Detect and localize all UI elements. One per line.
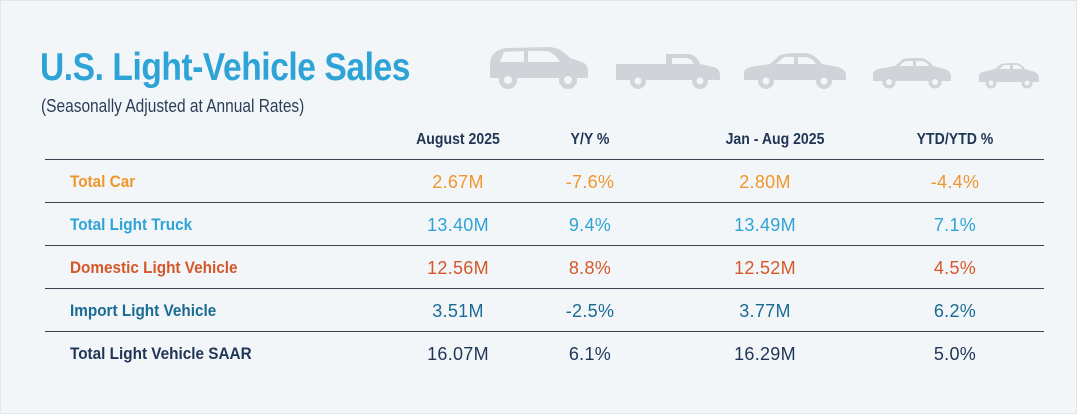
cell-august-2025: 13.40M [427, 215, 489, 235]
row-label: Total Light Vehicle SAAR [70, 344, 252, 363]
column-header-august-2025: August 2025 [416, 131, 500, 148]
table-rule [45, 245, 1044, 246]
cell-ytd-percent: 6.2% [933, 301, 977, 321]
cell-jan-aug-2025: 12.52M [734, 258, 796, 278]
compact-car-icon [871, 57, 953, 89]
cell-yy-percent: 9.4% [568, 215, 612, 235]
row-label: Import Light Vehicle [70, 301, 217, 320]
cell-yy-percent: 8.8% [568, 258, 612, 278]
cell-yy-percent: 6.1% [568, 344, 612, 364]
row-label: Domestic Light Vehicle [70, 258, 238, 277]
cell-jan-aug-2025: 13.49M [734, 215, 796, 235]
table-row-total-light-truck: Total Light Truck 13.40M 9.4% 13.49M 7.1… [45, 204, 1044, 246]
table-row-import-light-vehicle: Import Light Vehicle 3.51M -2.5% 3.77M 6… [45, 290, 1044, 332]
table-rule [45, 202, 1044, 203]
cell-ytd-percent: -4.4% [930, 172, 980, 192]
cell-august-2025: 3.51M [432, 301, 484, 321]
table-row-total-light-vehicle-saar: Total Light Vehicle SAAR 16.07M 6.1% 16.… [45, 333, 1044, 375]
cell-jan-aug-2025: 2.80M [739, 172, 791, 192]
table-rule [45, 288, 1044, 289]
cell-yy-percent: -7.6% [565, 172, 615, 192]
cell-august-2025: 12.56M [427, 258, 489, 278]
cell-jan-aug-2025: 16.29M [734, 344, 796, 364]
cell-yy-percent: -2.5% [565, 301, 615, 321]
sedan-icon [742, 52, 848, 90]
cell-august-2025: 2.67M [432, 172, 484, 192]
cell-ytd-percent: 7.1% [933, 215, 977, 235]
row-label: Total Car [70, 172, 136, 191]
small-car-icon [977, 62, 1041, 89]
table-rule-top [45, 159, 1044, 160]
pickup-truck-icon [614, 50, 722, 90]
table-row-total-car: Total Car 2.67M -7.6% 2.80M -4.4% [45, 161, 1044, 203]
page-subtitle: (Seasonally Adjusted at Annual Rates) [41, 96, 305, 116]
table-row-domestic-light-vehicle: Domestic Light Vehicle 12.56M 8.8% 12.52… [45, 247, 1044, 289]
cell-august-2025: 16.07M [427, 344, 489, 364]
page-title: U.S. Light-Vehicle Sales [40, 46, 410, 89]
column-header-yy-percent: Y/Y % [570, 131, 610, 148]
row-label: Total Light Truck [70, 215, 193, 234]
column-header-jan-aug-2025: Jan - Aug 2025 [725, 131, 825, 148]
minivan-icon [486, 44, 590, 90]
cell-ytd-percent: 4.5% [933, 258, 977, 278]
cell-ytd-percent: 5.0% [933, 344, 977, 364]
cell-jan-aug-2025: 3.77M [739, 301, 791, 321]
table-rule [45, 331, 1044, 332]
column-header-ytd-percent: YTD/YTD % [916, 131, 994, 148]
